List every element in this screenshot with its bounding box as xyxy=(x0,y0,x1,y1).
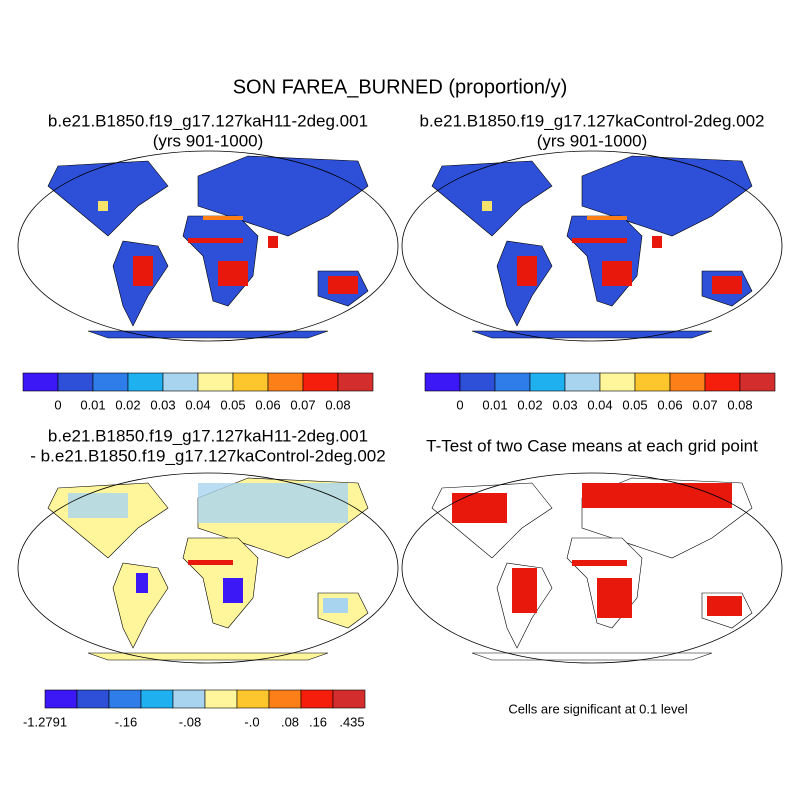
panel-title: b.e21.B1850.f19_g17.127kaH11-2deg.001 xyxy=(48,111,368,130)
colorbar-box xyxy=(669,372,706,392)
colorbar-label: 0.01 xyxy=(80,397,105,412)
figure-title: SON FAREA_BURNED (proportion/y) xyxy=(233,76,568,98)
colorbar-box xyxy=(44,689,78,709)
colorbar-box xyxy=(108,689,142,709)
colorbar-box xyxy=(236,689,270,709)
colorbar-box xyxy=(459,372,496,392)
colorbar-box xyxy=(268,689,302,709)
colorbar-label: 0.02 xyxy=(517,397,542,412)
colorbar-label: 0.01 xyxy=(482,397,507,412)
map xyxy=(17,150,399,342)
colorbar-box xyxy=(127,372,164,392)
panel-subtitle: (yrs 901-1000) xyxy=(537,131,648,150)
colorbar-box xyxy=(529,372,566,392)
panel-subtitle: (yrs 901-1000) xyxy=(153,131,264,150)
colorbar-label: 0.03 xyxy=(150,397,175,412)
colorbar-box xyxy=(634,372,671,392)
colorbar-label: 0.08 xyxy=(325,397,350,412)
colorbar-label: .08 xyxy=(281,714,299,729)
colorbar-box xyxy=(232,372,269,392)
colorbar-label: .435 xyxy=(339,714,364,729)
colorbar-label: 0.02 xyxy=(115,397,140,412)
colorbar-label: 0.05 xyxy=(220,397,245,412)
colorbar-box xyxy=(22,372,59,392)
colorbar-box xyxy=(197,372,234,392)
colorbar-box xyxy=(172,689,206,709)
colorbar-box xyxy=(337,372,374,392)
colorbar-box xyxy=(267,372,304,392)
colorbar-label: 0 xyxy=(54,397,61,412)
colorbar-label: 0.07 xyxy=(290,397,315,412)
colorbar-label: 0.05 xyxy=(622,397,647,412)
colorbar-box xyxy=(599,372,636,392)
panel-title: b.e21.B1850.f19_g17.127kaControl-2deg.00… xyxy=(419,111,764,130)
colorbar-label: 0.04 xyxy=(587,397,612,412)
colorbar-box xyxy=(57,372,94,392)
colorbar-box xyxy=(300,689,334,709)
colorbar-box xyxy=(204,689,238,709)
colorbar-label: .16 xyxy=(309,714,327,729)
map xyxy=(401,472,783,664)
colorbar-label: 0.04 xyxy=(185,397,210,412)
colorbar-box xyxy=(92,372,129,392)
colorbar-label: 0.06 xyxy=(255,397,280,412)
note: Cells are significant at 0.1 level xyxy=(508,701,687,716)
colorbar-box xyxy=(564,372,601,392)
colorbar-label: -.0 xyxy=(244,714,259,729)
colorbar-label: 0.06 xyxy=(657,397,682,412)
colorbar-label: -.08 xyxy=(179,714,201,729)
colorbar-box xyxy=(332,689,366,709)
colorbar-label: 0.03 xyxy=(552,397,577,412)
panel-title: T-Test of two Case means at each grid po… xyxy=(426,436,758,455)
colorbar-label: 0.07 xyxy=(692,397,717,412)
panel-title: b.e21.B1850.f19_g17.127kaH11-2deg.001 xyxy=(48,426,368,445)
map xyxy=(17,472,399,664)
panel-subtitle: - b.e21.B1850.f19_g17.127kaControl-2deg.… xyxy=(30,446,385,465)
colorbar-label: -.16 xyxy=(115,714,137,729)
colorbar-box xyxy=(76,689,110,709)
colorbar-box xyxy=(704,372,741,392)
colorbar-box xyxy=(162,372,199,392)
colorbar-label: 0 xyxy=(456,397,463,412)
colorbar-box xyxy=(424,372,461,392)
colorbar-label: 0.08 xyxy=(727,397,752,412)
map xyxy=(401,150,783,342)
colorbar-box xyxy=(494,372,531,392)
colorbar-label: -1.2791 xyxy=(23,714,67,729)
colorbar-box xyxy=(140,689,174,709)
colorbar-box xyxy=(302,372,339,392)
colorbar-box xyxy=(739,372,776,392)
